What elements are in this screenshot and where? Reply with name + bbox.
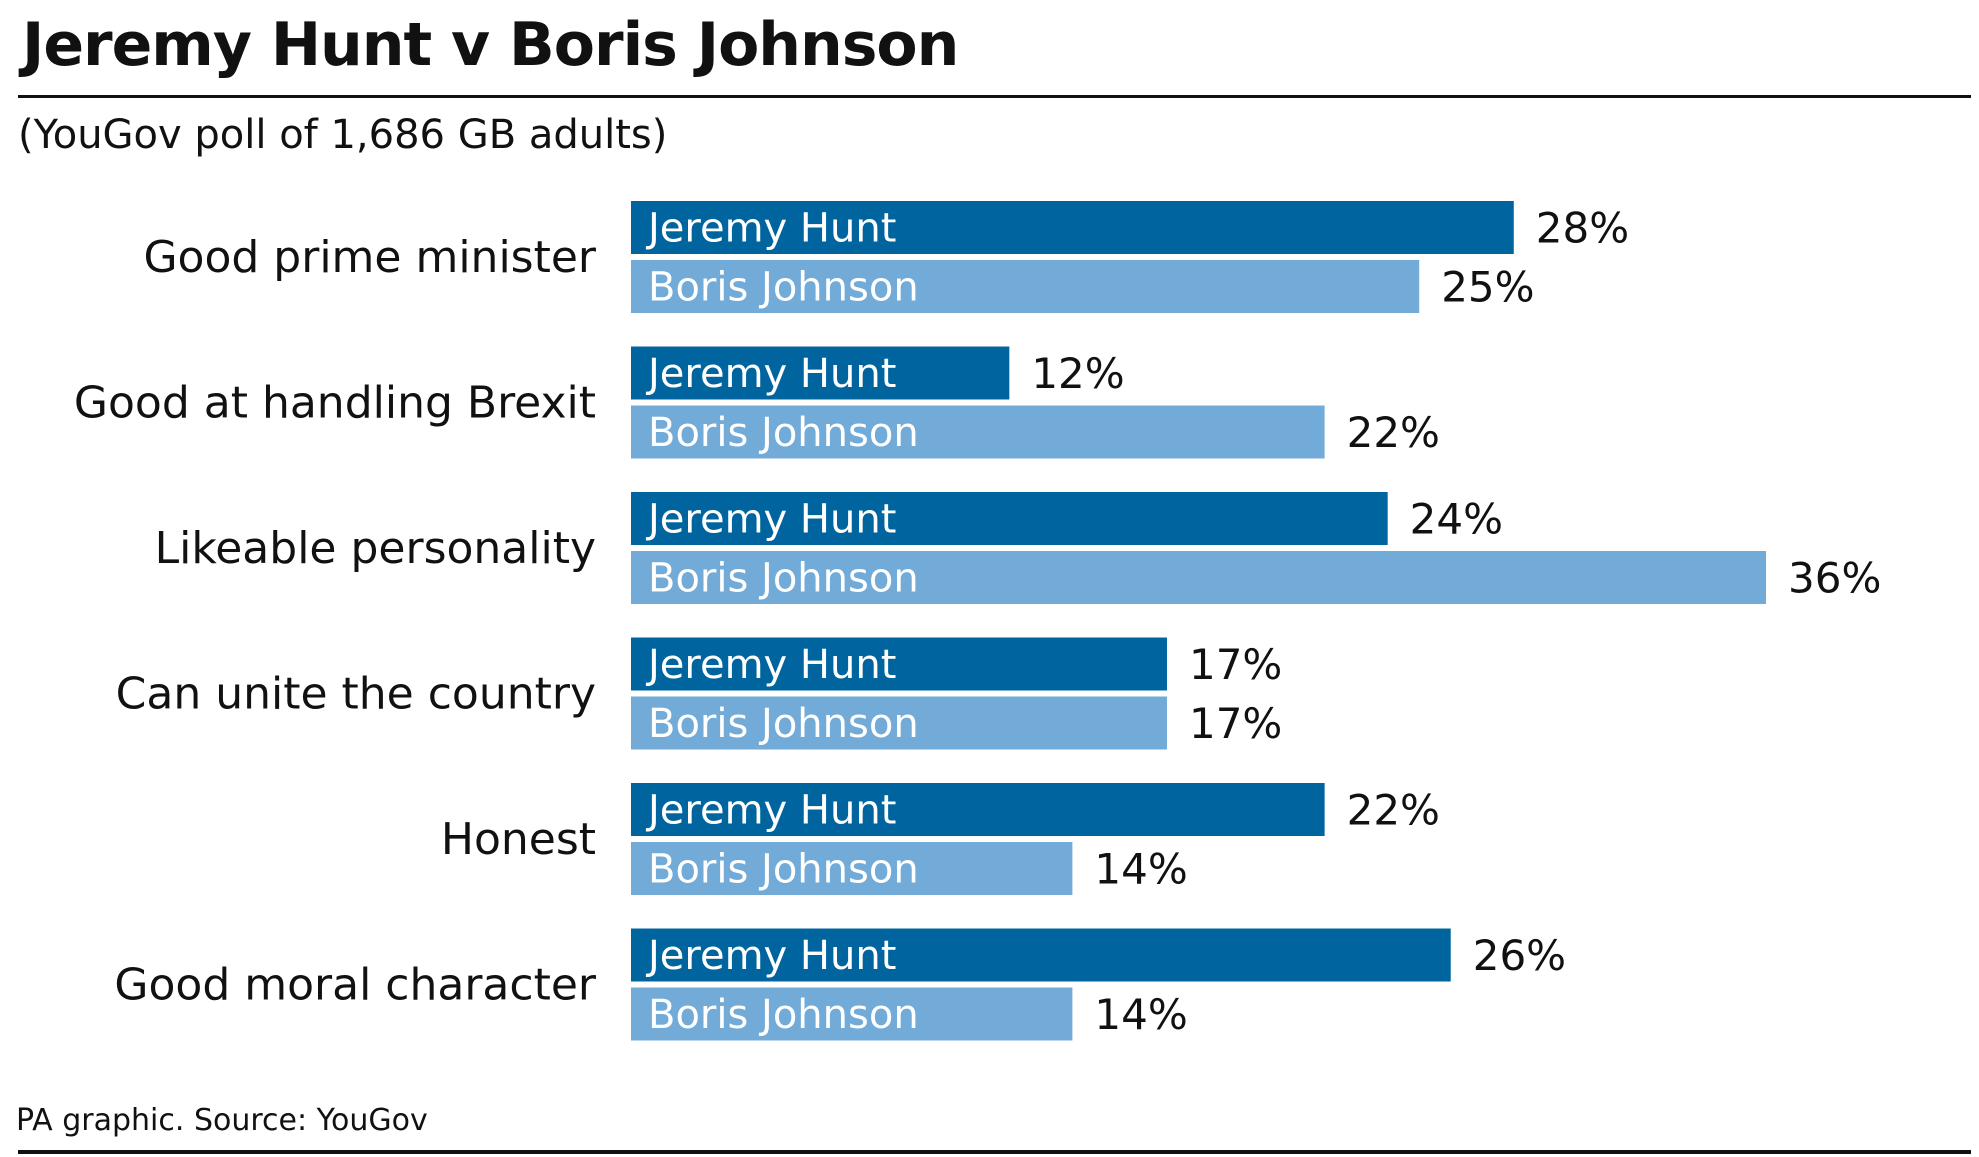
value-label-likeable-personality-jeremy-hunt: 24%	[1410, 495, 1503, 544]
value-label-honest-jeremy-hunt: 22%	[1347, 786, 1440, 835]
bar-series-label-good-moral-character-boris-johnson: Boris Johnson	[648, 992, 919, 1038]
value-label-honest-boris-johnson: 14%	[1094, 845, 1187, 894]
footer-rule	[18, 1150, 1971, 1154]
category-label-good-at-handling-brexit: Good at handling Brexit	[74, 378, 596, 429]
bar-good-moral-character-boris-johnson	[631, 987, 1073, 1041]
bar-series-label-can-unite-the-country-jeremy-hunt: Jeremy Hunt	[645, 642, 896, 688]
bar-series-label-good-at-handling-brexit-boris-johnson: Boris Johnson	[648, 410, 919, 456]
category-label-can-unite-the-country: Can unite the country	[116, 669, 596, 720]
category-label-good-moral-character: Good moral character	[114, 960, 597, 1011]
bar-series-label-honest-boris-johnson: Boris Johnson	[648, 847, 919, 893]
bar-series-label-can-unite-the-country-boris-johnson: Boris Johnson	[648, 701, 919, 747]
bar-series-label-likeable-personality-boris-johnson: Boris Johnson	[648, 556, 919, 602]
bar-series-label-good-prime-minister-jeremy-hunt: Jeremy Hunt	[645, 206, 896, 252]
bar-honest-boris-johnson	[631, 842, 1073, 895]
category-label-honest: Honest	[441, 814, 596, 865]
bar-good-at-handling-brexit-jeremy-hunt	[631, 346, 1010, 400]
value-label-good-at-handling-brexit-boris-johnson: 22%	[1347, 408, 1440, 457]
bar-series-label-likeable-personality-jeremy-hunt: Jeremy Hunt	[645, 497, 896, 543]
bar-good-moral-character-jeremy-hunt	[631, 928, 1451, 982]
bar-good-prime-minister-boris-johnson	[631, 260, 1420, 313]
value-label-can-unite-the-country-jeremy-hunt: 17%	[1189, 640, 1282, 689]
bar-good-prime-minister-jeremy-hunt	[631, 201, 1514, 254]
bar-likeable-personality-jeremy-hunt	[631, 492, 1388, 545]
title-rule	[18, 95, 1971, 98]
bar-good-at-handling-brexit-boris-johnson	[631, 405, 1325, 459]
value-label-good-prime-minister-jeremy-hunt: 28%	[1536, 204, 1629, 253]
bar-series-label-honest-jeremy-hunt: Jeremy Hunt	[645, 788, 896, 834]
category-label-good-prime-minister: Good prime minister	[143, 232, 596, 283]
chart-title: Jeremy Hunt v Boris Johnson	[22, 10, 959, 80]
source-footer: PA graphic. Source: YouGov	[16, 1103, 428, 1138]
bar-chart: Good prime minister Jeremy Hunt 28% Boris J…	[74, 201, 1881, 1041]
value-label-can-unite-the-country-boris-johnson: 17%	[1189, 699, 1282, 748]
value-label-good-moral-character-boris-johnson: 14%	[1094, 990, 1187, 1039]
bar-can-unite-the-country-boris-johnson	[631, 696, 1167, 750]
value-label-good-moral-character-jeremy-hunt: 26%	[1473, 931, 1566, 980]
bar-series-label-good-at-handling-brexit-jeremy-hunt: Jeremy Hunt	[645, 351, 896, 397]
category-label-likeable-personality: Likeable personality	[155, 523, 596, 574]
chart-subtitle: (YouGov poll of 1,686 GB adults)	[18, 112, 668, 158]
value-label-good-prime-minister-boris-johnson: 25%	[1441, 263, 1534, 312]
bar-can-unite-the-country-jeremy-hunt	[631, 637, 1167, 691]
bar-honest-jeremy-hunt	[631, 783, 1325, 836]
value-label-likeable-personality-boris-johnson: 36%	[1788, 554, 1881, 603]
bar-likeable-personality-boris-johnson	[631, 551, 1766, 604]
value-label-good-at-handling-brexit-jeremy-hunt: 12%	[1031, 349, 1124, 398]
bar-series-label-good-prime-minister-boris-johnson: Boris Johnson	[648, 265, 919, 311]
bar-series-label-good-moral-character-jeremy-hunt: Jeremy Hunt	[645, 933, 896, 979]
